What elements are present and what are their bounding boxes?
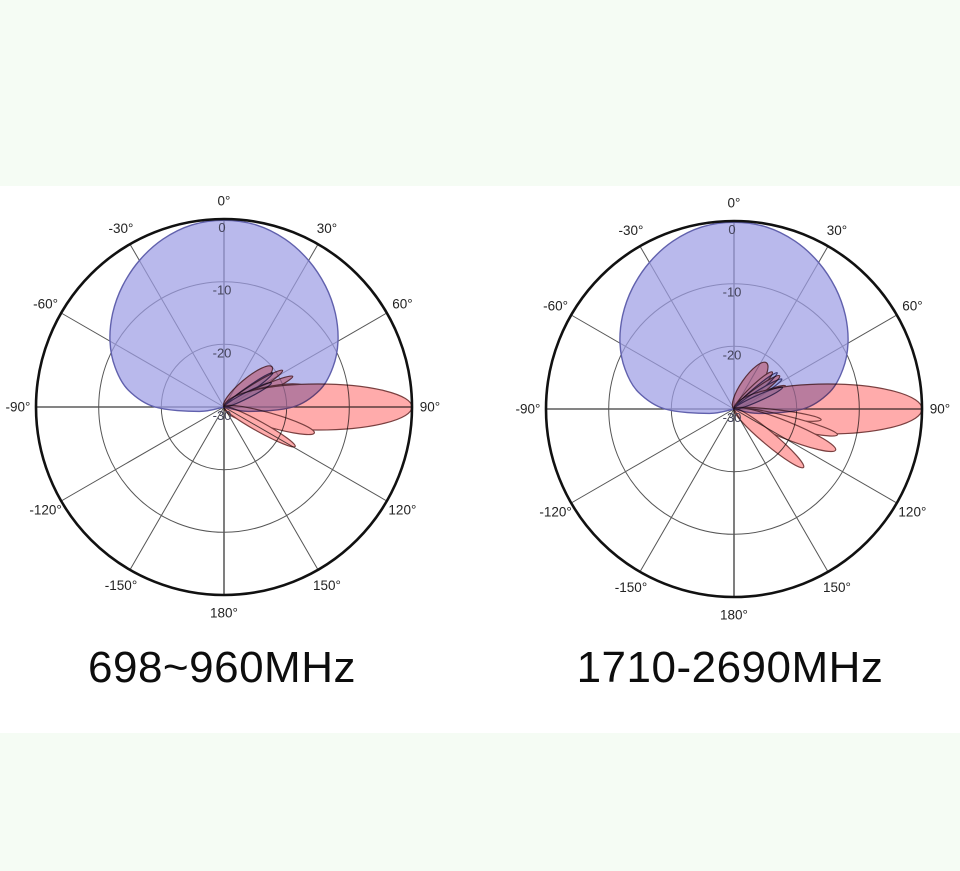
angle-label: 120° — [388, 503, 416, 518]
grid-spoke — [639, 408, 735, 573]
polar-plot-high-band: 0 -10 -20 -30 0° 30° 60° 90° 120° 150° 180° -150° -1… — [516, 196, 951, 623]
grid-spoke — [223, 406, 319, 571]
blue-main-lobe — [619, 221, 849, 415]
angle-label: 180° — [210, 606, 238, 621]
bottom-margin-band — [0, 733, 960, 871]
grid-spoke — [570, 408, 735, 504]
angle-label: -30° — [619, 223, 644, 238]
angle-labels: 0° 30° 60° 90° 120° 150° 180° -150° -120° -90° -60… — [516, 196, 951, 623]
db-label: -10 — [213, 283, 232, 298]
angle-label: 60° — [392, 297, 412, 312]
angle-label: 90° — [930, 402, 950, 417]
top-margin-band — [0, 0, 960, 186]
db-label: -30 — [213, 408, 232, 423]
angle-label: 90° — [420, 400, 440, 415]
angle-label: -90° — [6, 400, 31, 415]
db-label: 0 — [218, 220, 225, 235]
angle-label: -30° — [109, 221, 134, 236]
angle-label: -150° — [615, 580, 647, 595]
blue-main-lobe — [109, 219, 339, 413]
grid-spoke — [60, 406, 225, 502]
angle-label: 0° — [728, 196, 741, 211]
grid-spoke — [733, 408, 829, 573]
plot-title-high-band: 1710-2690MHz — [576, 643, 884, 692]
pink-lobes — [731, 361, 923, 469]
pink-side-lobe — [733, 407, 805, 469]
db-labels: 0 -10 -20 -30 — [213, 220, 232, 423]
pink-side-lobe — [223, 405, 296, 448]
angle-label: -150° — [105, 578, 137, 593]
angle-label: 120° — [898, 505, 926, 520]
angle-labels: 0° 30° 60° 90° 120° 150° 180° -150° -120° -90° -60… — [6, 194, 441, 621]
polar-plot-low-band: 0 -10 -20 -30 0° 30° 60° 90° 120° 150° 180° -150° -1… — [6, 194, 441, 621]
angle-label: 60° — [902, 299, 922, 314]
db-label: -20 — [723, 347, 742, 362]
angle-label: -60° — [33, 297, 58, 312]
plot-title-low-band: 698~960MHz — [88, 643, 356, 692]
db-label: 0 — [728, 222, 735, 237]
angle-label: -90° — [516, 402, 541, 417]
db-label: -10 — [723, 285, 742, 300]
outer-circle — [544, 219, 924, 599]
angle-label: 30° — [827, 223, 847, 238]
angle-label: 0° — [218, 194, 231, 209]
angle-label: -60° — [543, 299, 568, 314]
angle-label: 150° — [313, 578, 341, 593]
outer-circle — [34, 217, 414, 597]
angle-label: 30° — [317, 221, 337, 236]
db-labels: 0 -10 -20 -30 — [723, 222, 742, 425]
angle-label: -120° — [539, 505, 571, 520]
angle-label: 180° — [720, 608, 748, 623]
angle-label: 150° — [823, 580, 851, 595]
db-label: -20 — [213, 345, 232, 360]
pink-lobes — [222, 365, 413, 448]
db-label: -30 — [723, 410, 742, 425]
angle-label: -120° — [29, 503, 61, 518]
grid-spoke — [129, 406, 225, 571]
